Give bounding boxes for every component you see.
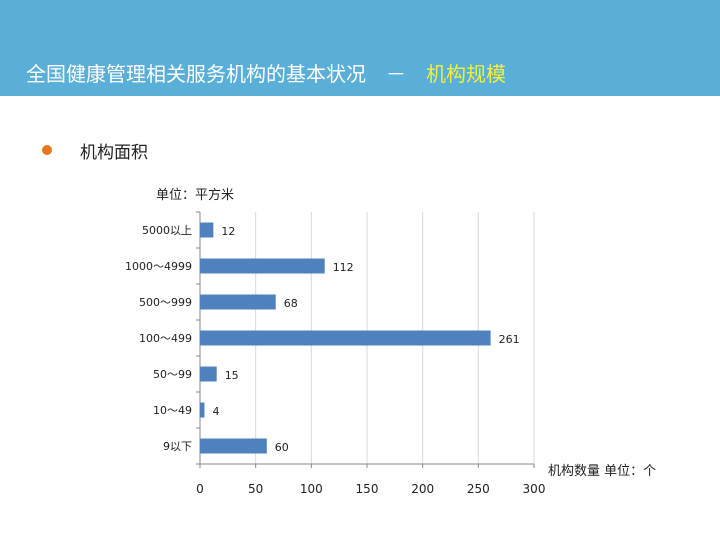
x-axis-label: 机构数量 单位：个 — [548, 464, 657, 479]
bar — [200, 294, 276, 310]
category-label: 50～99 — [153, 368, 192, 381]
category-label: 100～499 — [139, 332, 192, 345]
category-label: 5000以上 — [142, 224, 192, 237]
bar — [200, 258, 325, 274]
x-tick-label: 50 — [248, 482, 263, 496]
data-label: 60 — [275, 441, 289, 454]
bar — [200, 438, 267, 454]
bar — [200, 222, 214, 238]
page-title: 全国健康管理相关服务机构的基本状况 － 机构规模 — [26, 58, 506, 87]
bullet-dot-icon — [42, 145, 52, 155]
x-tick-label: 250 — [467, 482, 490, 496]
x-tick-label: 100 — [300, 482, 323, 496]
data-label: 15 — [225, 369, 239, 382]
x-tick-label: 0 — [196, 482, 204, 496]
x-tick-label: 200 — [411, 482, 434, 496]
category-label: 500～999 — [139, 296, 192, 309]
data-label: 4 — [212, 405, 219, 418]
x-tick-label: 300 — [523, 482, 546, 496]
bar — [200, 366, 217, 382]
chart-unit-label: 单位：平方米 — [156, 188, 235, 203]
bar — [200, 330, 491, 346]
category-label: 10～49 — [153, 404, 192, 417]
data-label: 68 — [284, 297, 298, 310]
category-label: 1000～4999 — [125, 260, 192, 273]
category-label: 9以下 — [163, 440, 192, 453]
data-label: 12 — [221, 225, 235, 238]
x-tick-label: 150 — [356, 482, 379, 496]
bar — [200, 402, 205, 418]
page-title-main: 全国健康管理相关服务机构的基本状况 － — [26, 62, 426, 86]
header-bar: 全国健康管理相关服务机构的基本状况 － 机构规模 — [0, 0, 720, 96]
data-label: 261 — [499, 333, 520, 346]
section-heading: 机构面积 — [80, 143, 148, 163]
page-title-highlight: 机构规模 — [426, 62, 506, 86]
data-label: 112 — [333, 261, 354, 274]
